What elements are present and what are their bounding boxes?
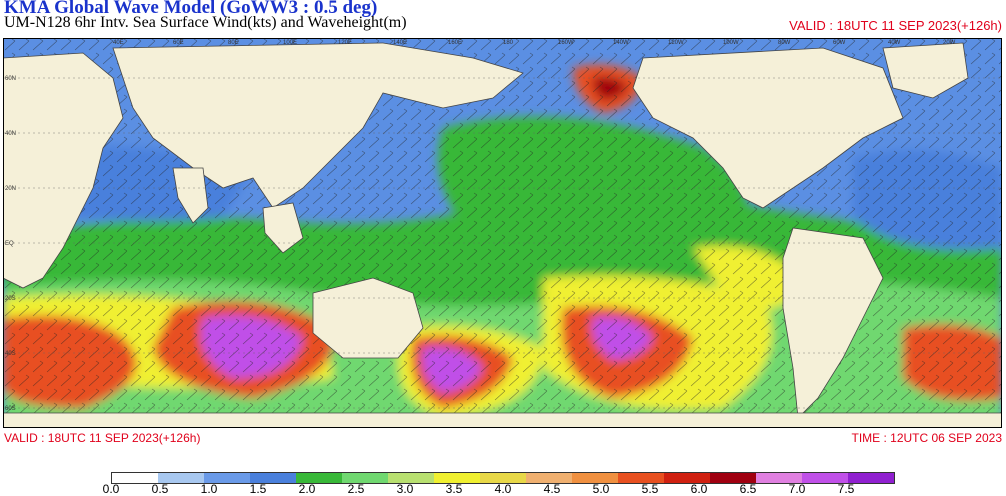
lat-label: 60N: [5, 76, 16, 82]
lon-label: 120W: [668, 40, 684, 46]
lat-label: 20N: [5, 186, 16, 192]
legend-label: 5.5: [641, 482, 659, 496]
legend-label: 3.0: [396, 482, 414, 496]
legend-label: 0.0: [102, 482, 120, 496]
graticule: [3, 77, 1002, 409]
continents: [3, 42, 1002, 428]
map-subtitle: UM-N128 6hr Intv. Sea Surface Wind(kts) …: [4, 14, 407, 31]
legend-label: 1.5: [249, 482, 267, 496]
greenland: [882, 42, 969, 99]
legend-label: 2.0: [298, 482, 316, 496]
legend-swatch: [342, 473, 388, 483]
lon-label: 40W: [888, 40, 901, 46]
lon-label: 140E: [393, 40, 407, 46]
lon-label: 80E: [228, 40, 239, 46]
legend-label: 6.5: [739, 482, 757, 496]
lon-label: 60W: [833, 40, 846, 46]
legend-label: 0.5: [151, 482, 169, 496]
legend-swatch: [250, 473, 296, 483]
valid-time-bottom: VALID : 18UTC 11 SEP 2023(+126h): [4, 431, 201, 445]
legend-label: 4.5: [543, 482, 561, 496]
legend-label: 6.0: [690, 482, 708, 496]
lon-label: 80W: [778, 40, 791, 46]
north-america: [632, 47, 904, 209]
south-america: [782, 227, 884, 419]
lat-label: 40S: [5, 351, 16, 357]
asia: [112, 42, 524, 209]
legend-swatch: [572, 473, 618, 483]
wave-height-map: 40E 60E 80E 100E 120E 140E 160E 180 160W…: [3, 38, 1002, 428]
valid-time-top: VALID : 18UTC 11 SEP 2023(+126h): [789, 18, 1002, 33]
antarctica: [3, 412, 1002, 428]
lon-label: 180: [503, 40, 514, 46]
legend-label: 3.5: [445, 482, 463, 496]
legend-swatch: [664, 473, 710, 483]
legend-swatch: [802, 473, 848, 483]
legend-label: 7.5: [837, 482, 855, 496]
legend-swatch: [756, 473, 802, 483]
lon-labels: 40E 60E 80E 100E 120E 140E 160E 180 160W…: [113, 40, 956, 46]
legend-labels: 0.0 0.5 1.0 1.5 2.0 2.5 3.0 3.5 4.0 4.5 5.0 5.5 6.0 6…: [103, 482, 895, 496]
legend-swatch: [112, 473, 158, 483]
color-legend: [111, 472, 895, 484]
lat-label: EQ: [5, 241, 14, 247]
legend-swatch: [848, 473, 894, 483]
legend-swatch: [158, 473, 204, 483]
lon-label: 140W: [613, 40, 629, 46]
se-asia: [262, 202, 304, 254]
lon-label: 100W: [723, 40, 739, 46]
legend-label: 4.0: [494, 482, 512, 496]
legend-swatch: [526, 473, 572, 483]
legend-label: 5.0: [592, 482, 610, 496]
legend-swatch: [296, 473, 342, 483]
lon-label: 20W: [943, 40, 956, 46]
legend-label: 7.0: [788, 482, 806, 496]
lon-label: 100E: [283, 40, 297, 46]
lat-label: 60S: [5, 406, 16, 412]
legend-swatch: [388, 473, 434, 483]
legend-swatch: [710, 473, 756, 483]
lat-label: 20S: [5, 296, 16, 302]
legend-swatch: [618, 473, 664, 483]
map-border: [3, 38, 1002, 428]
lon-label: 60E: [173, 40, 184, 46]
lon-label: 120E: [338, 40, 352, 46]
map-title: KMA Global Wave Model (GoWW3 : 0.5 deg): [4, 0, 378, 18]
legend-label: 1.0: [200, 482, 218, 496]
lat-label: 40N: [5, 131, 16, 137]
legend-swatch: [204, 473, 250, 483]
lat-labels: 60N 40N 20N EQ 20S 40S 60S: [5, 76, 16, 412]
legend-swatch: [480, 473, 526, 483]
lon-label: 160W: [558, 40, 574, 46]
legend-swatch: [434, 473, 480, 483]
legend-label: 2.5: [347, 482, 365, 496]
india: [172, 167, 209, 224]
australia: [312, 277, 424, 359]
init-time: TIME : 12UTC 06 SEP 2023: [851, 431, 1002, 445]
lon-label: 40E: [113, 40, 124, 46]
lon-label: 160E: [448, 40, 462, 46]
